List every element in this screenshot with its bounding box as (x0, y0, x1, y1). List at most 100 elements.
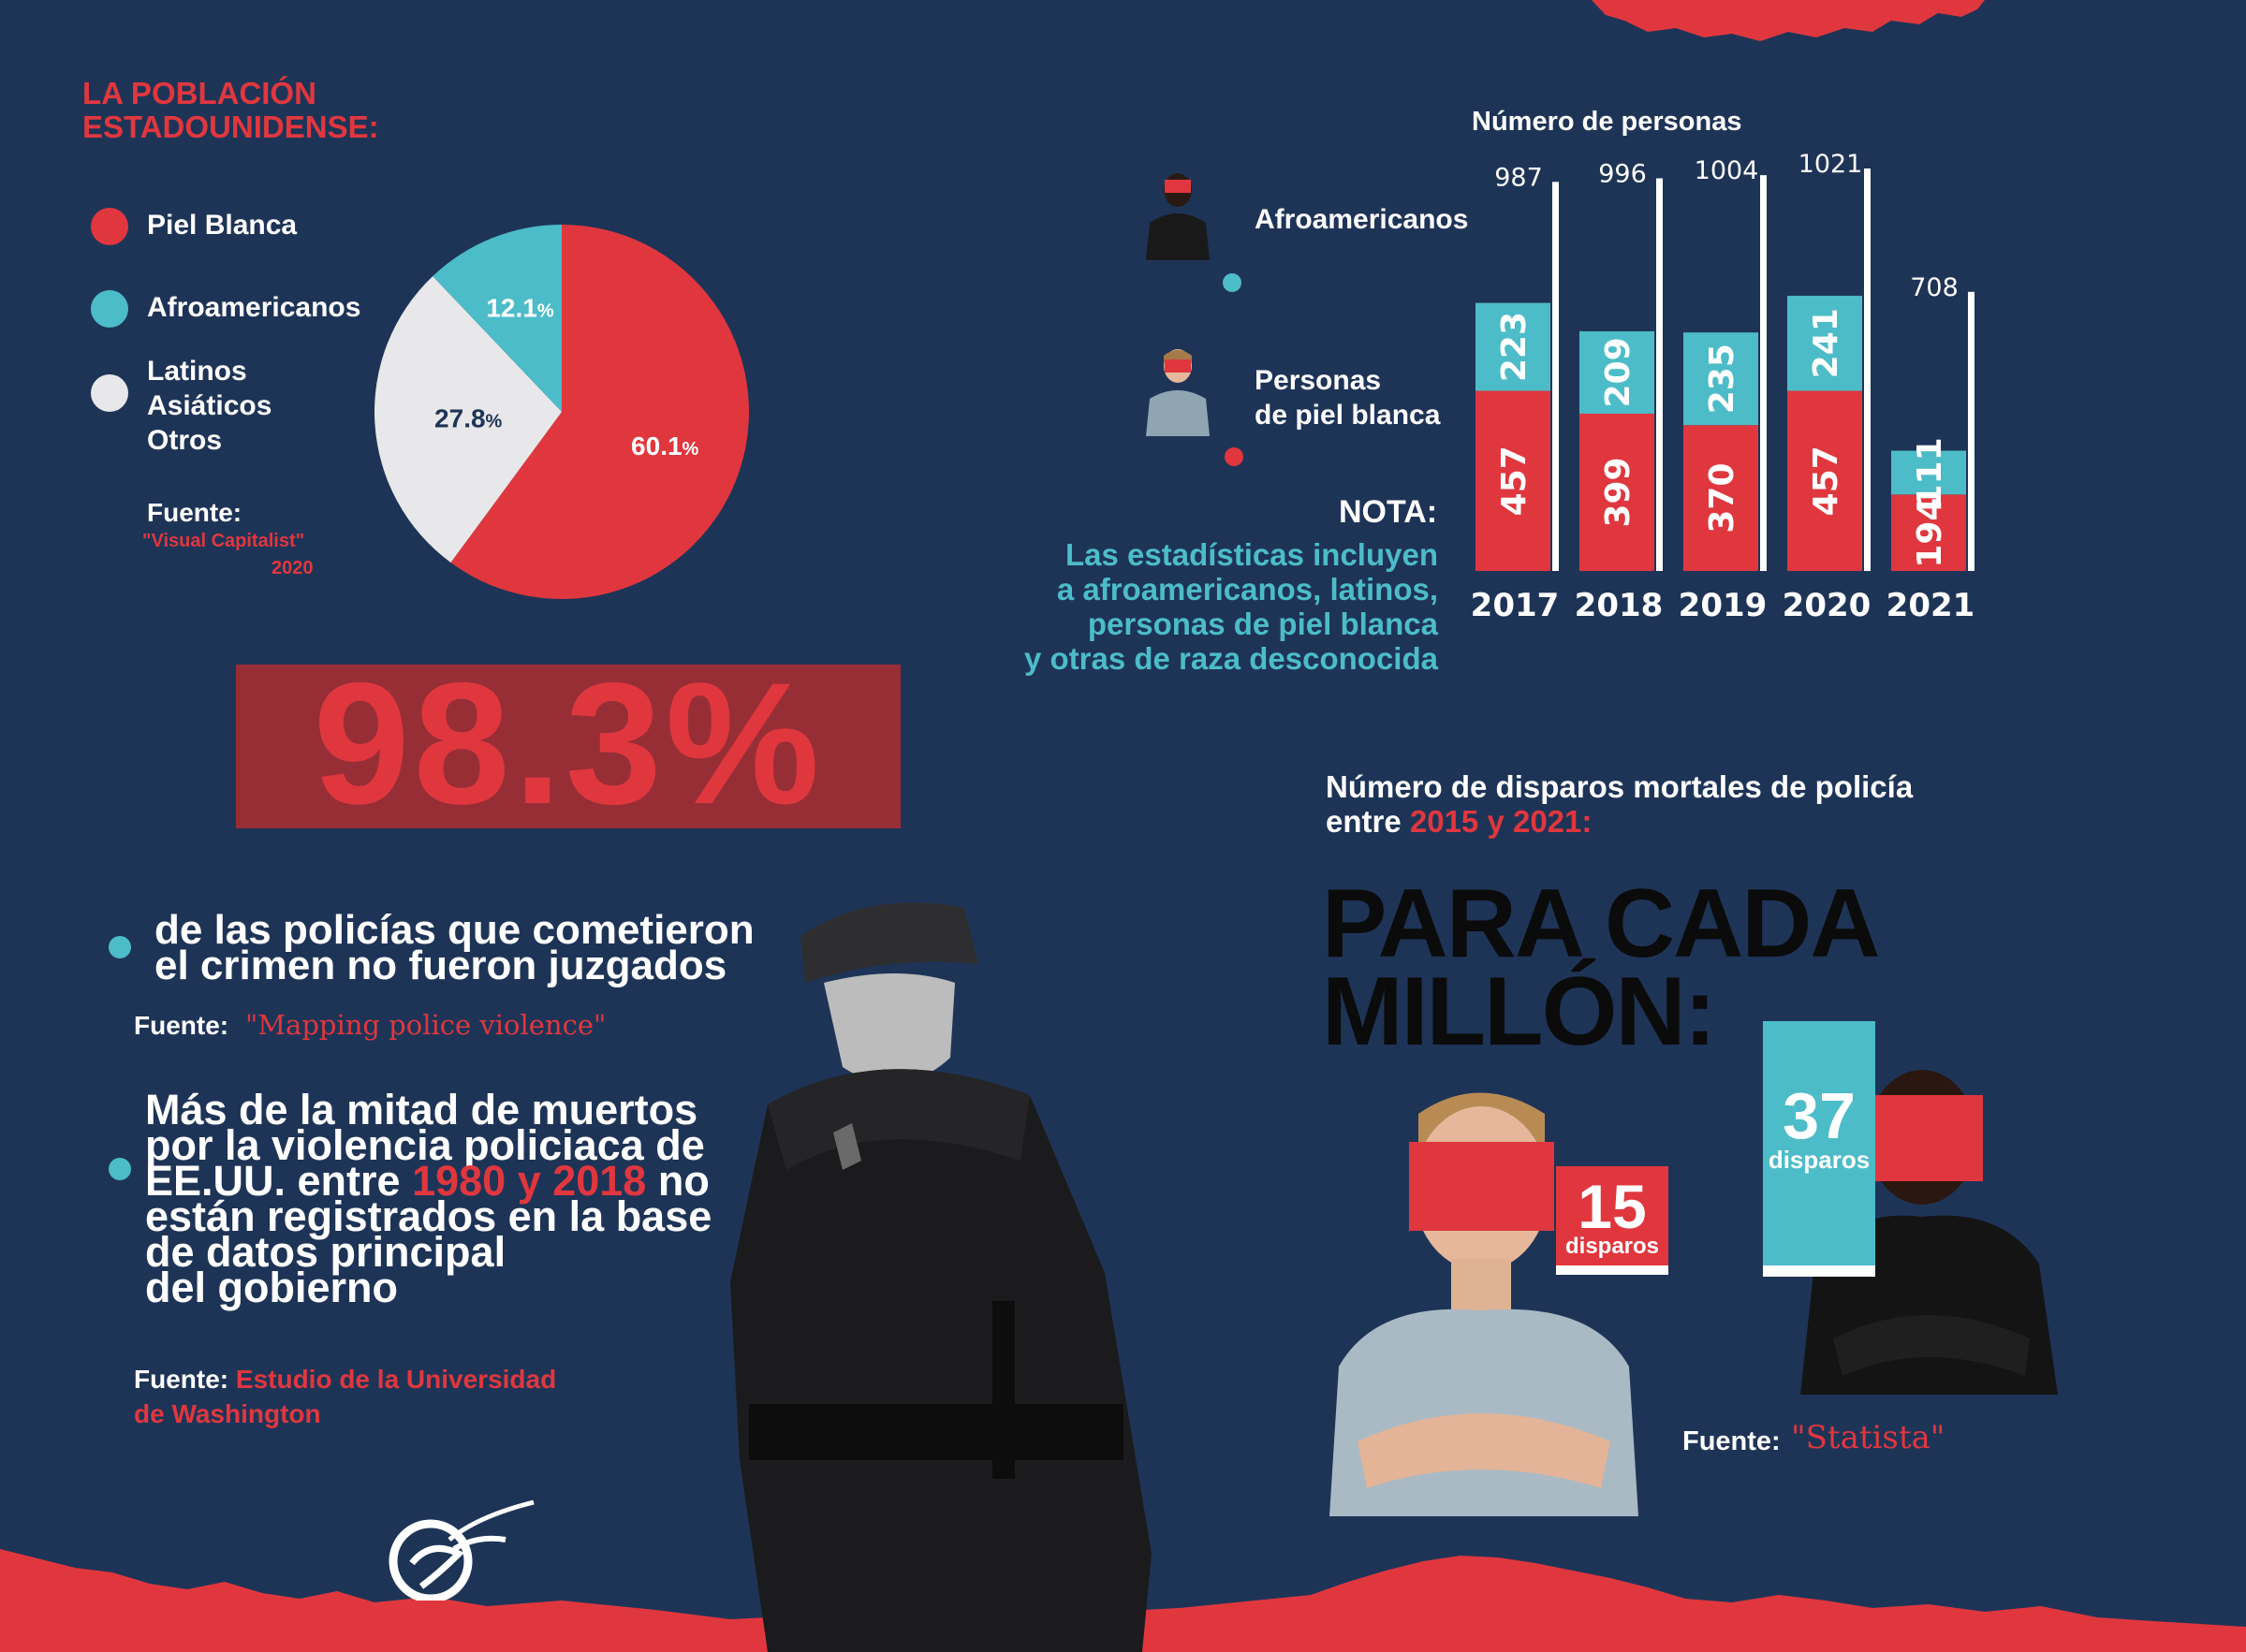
bar-segment-white-2020 (1787, 390, 1862, 571)
white-shots-unit: disparos (1564, 1234, 1660, 1260)
black-shots-value: 37 (1783, 1079, 1856, 1153)
population-source-year: 2020 (272, 558, 314, 578)
pie-slice-label-0: 60.1% (631, 431, 699, 461)
year-label-2019: 2019 (1679, 587, 1768, 624)
bar-segment-white-2021 (1891, 494, 1966, 571)
shootings-source-label: Fuente: (1682, 1426, 1781, 1456)
unregistered-source-name2: de Washington (134, 1399, 321, 1428)
bar-segment-black-2017 (1475, 302, 1550, 391)
bar-value-black-2017: 223 (1495, 312, 1534, 382)
population-title-line2: ESTADOUNIDENSE: (82, 110, 379, 144)
pie-slice-label-1: 27.8% (434, 403, 503, 432)
stat-source-label: Fuente: (134, 1011, 229, 1040)
percent-stamp-value: 98.3% (313, 648, 824, 841)
unregistered-line2: por la violencia policiaca de (145, 1121, 705, 1169)
note-title: NOTA: (1339, 494, 1438, 530)
unregistered-text: Más de la mitad de muertos por la violen… (145, 1086, 726, 1311)
shootings-title-line1: Número de disparos mortales de policía (1326, 769, 1914, 804)
total-label-2020: 1021 (1798, 150, 1863, 179)
year-label-2017: 2017 (1471, 587, 1560, 624)
stat-source-name: "Mapping police violence" (245, 1009, 607, 1041)
legend-label-white: Piel Blanca (147, 210, 298, 241)
bar-value-black-2020: 241 (1807, 308, 1845, 378)
bar-legend-white-label-line2: de piel blanca (1255, 400, 1441, 431)
bar-value-black-2019: 235 (1703, 344, 1741, 414)
unregistered-line1: Más de la mitad de muertos (145, 1086, 698, 1133)
white-shots-box: 15 disparos (1556, 1166, 1668, 1265)
year-label-2020: 2020 (1783, 587, 1872, 624)
pie-slice-2 (433, 225, 562, 412)
white-person-icon (1146, 349, 1210, 436)
bullet-dot-2 (109, 1158, 131, 1180)
note-line3: personas de piel blanca (1087, 607, 1438, 641)
note-line4: y otras de raza desconocida (1023, 641, 1438, 676)
bar-legend-white-label: Personas de piel blanca (1255, 363, 1440, 432)
pie-slice-0 (450, 225, 749, 599)
white-man-image (1329, 1092, 1638, 1516)
total-bar-line-2018 (1656, 178, 1663, 571)
bar-value-white-2019: 370 (1703, 463, 1741, 534)
black-shots-unit: disparos (1768, 1146, 1871, 1175)
legend-label-other-line2: Asiáticos (147, 390, 272, 421)
total-label-2018: 996 (1598, 160, 1647, 189)
black-shots-baseline (1763, 1265, 1875, 1277)
legend-dot-other (91, 374, 128, 412)
shootings-title: Número de disparos mortales de policía e… (1326, 769, 1913, 839)
legend-label-black: Afroamericanos (147, 292, 361, 323)
unregistered-line3-pre: EE.UU. entre (145, 1157, 413, 1205)
torn-edge-bottom (0, 1549, 2246, 1652)
population-source-name: "Visual Capitalist" (142, 531, 305, 551)
bullet-dot-1 (109, 936, 131, 958)
note-text: Las estadísticas incluyen a afroamerican… (992, 537, 1438, 676)
bar-value-black-2021: 111 (1911, 437, 1949, 507)
pie-slice-1 (374, 276, 562, 563)
bar-segment-black-2020 (1787, 296, 1862, 391)
legend-label-other: Latinos Asiáticos Otros (147, 354, 272, 458)
unregistered-line3-post: no (646, 1157, 710, 1205)
total-bar-line-2019 (1760, 175, 1767, 571)
al-mayadeen-logo (389, 1499, 535, 1601)
year-label-2018: 2018 (1575, 587, 1664, 624)
bar-value-black-2018: 209 (1599, 337, 1637, 407)
bar-segment-black-2019 (1683, 332, 1758, 426)
bar-segment-black-2018 (1579, 330, 1654, 414)
bar-legend-white-dot (1225, 447, 1243, 466)
shootings-title-line2-pre: entre (1326, 804, 1410, 839)
stat-text-line1: de las policías que cometieron (154, 907, 755, 953)
unregistered-line6: del gobierno (145, 1264, 398, 1311)
bar-value-white-2018: 399 (1599, 457, 1637, 527)
shootings-years: 2015 y 2021: (1409, 804, 1593, 839)
bar-segment-white-2017 (1475, 390, 1550, 571)
bar-value-white-2017: 457 (1495, 446, 1534, 516)
unregistered-line3: EE.UU. entre 1980 y 2018 no (145, 1160, 726, 1202)
unregistered-line5: de datos principal (145, 1228, 506, 1276)
legend-dot-white (91, 208, 128, 245)
stat-text: de las policías que cometieron el crimen… (154, 907, 755, 988)
total-label-2017: 987 (1494, 163, 1543, 192)
pie-slice-label-2: 12.1% (486, 294, 554, 323)
unregistered-source-line1: Fuente: Estudio de la Universidad (134, 1362, 556, 1396)
unregistered-source-label: Fuente: (134, 1365, 229, 1394)
shootings-source-name: "Statista" (1791, 1419, 1945, 1456)
police-officer-image (730, 902, 1152, 1652)
per-million-line1: PARA CADA (1322, 870, 1880, 978)
shootings-title-line2: entre 2015 y 2021: (1326, 804, 1913, 839)
bar-chart-title: Número de personas (1472, 107, 1742, 137)
unregistered-years: 1980 y 2018 (412, 1157, 647, 1205)
black-shots-box: 37 disparos (1763, 1021, 1875, 1265)
bar-segment-black-2021 (1891, 450, 1966, 495)
per-million-heading: PARA CADA MILLÓN: (1322, 870, 1880, 1060)
bar-value-white-2021: 194 (1911, 498, 1949, 568)
population-source-label: Fuente: (147, 498, 242, 527)
stat-text-line2: el crimen no fueron juzgados (154, 943, 727, 988)
unregistered-source-name1: Estudio de la Universidad (235, 1365, 557, 1394)
total-bar-line-2020 (1864, 168, 1871, 571)
bar-legend-white-label-line1: Personas (1255, 365, 1382, 396)
bar-legend-black-dot (1223, 273, 1241, 292)
black-person-icon (1146, 173, 1210, 260)
population-title-line1: LA POBLACIÓN (82, 76, 316, 110)
legend-label-other-line1: Latinos (147, 356, 247, 387)
population-title: LA POBLACIÓN ESTADOUNIDENSE: (82, 77, 379, 144)
note-line2: a afroamericanos, latinos, (1056, 572, 1438, 607)
total-label-2019: 1004 (1695, 156, 1759, 185)
